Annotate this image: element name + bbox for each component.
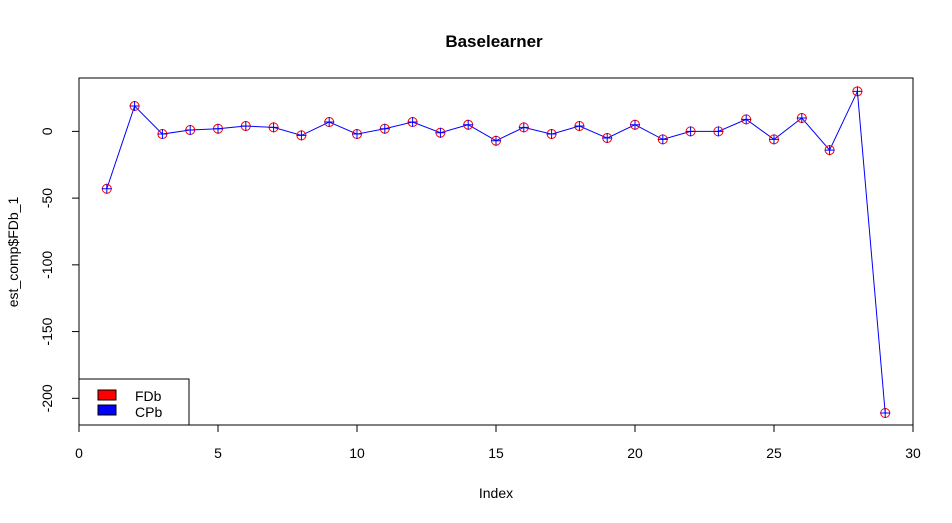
point-cpb xyxy=(268,122,279,133)
x-tick-label: 15 xyxy=(488,445,504,461)
y-axis-title: est_comp$FDb_1 xyxy=(5,197,21,308)
point-cpb xyxy=(296,130,307,141)
x-tick-label: 30 xyxy=(905,445,921,461)
point-cpb xyxy=(852,86,863,97)
point-cpb xyxy=(713,126,724,137)
series-markers xyxy=(101,86,891,418)
point-cpb xyxy=(240,121,251,132)
point-cpb xyxy=(435,127,446,138)
legend-swatch-cpb xyxy=(97,404,117,416)
plot-box xyxy=(78,77,914,426)
legend: FDb CPb xyxy=(78,378,190,426)
x-tick-label: 5 xyxy=(214,445,222,461)
point-cpb xyxy=(685,126,696,137)
point-cpb xyxy=(407,117,418,128)
legend-label-fdb: FDb xyxy=(135,388,162,404)
point-cpb xyxy=(213,123,223,134)
x-axis: 0 5 10 15 20 25 30 xyxy=(75,424,921,461)
point-cpb xyxy=(824,145,835,156)
y-tick-label: -100 xyxy=(39,251,55,279)
point-cpb xyxy=(769,134,779,145)
legend-swatch-fdb xyxy=(97,389,117,401)
point-cpb xyxy=(379,123,390,134)
point-cpb xyxy=(546,129,557,140)
x-tick-label: 25 xyxy=(766,445,782,461)
point-cpb xyxy=(352,129,362,140)
point-cpb xyxy=(741,114,752,125)
point-cpb xyxy=(630,119,640,130)
x-tick-label: 20 xyxy=(627,445,643,461)
point-cpb xyxy=(101,183,112,194)
point-cpb xyxy=(157,129,168,140)
point-cpb xyxy=(463,119,474,130)
point-cpb xyxy=(796,113,807,124)
point-cpb xyxy=(491,135,501,146)
x-tick-label: 0 xyxy=(75,445,83,461)
point-cpb xyxy=(129,101,140,112)
y-axis: 0 -50 -100 -150 -200 xyxy=(39,127,80,412)
x-axis-title: Index xyxy=(479,485,513,501)
point-cpb xyxy=(602,133,613,144)
legend-box xyxy=(78,378,190,426)
legend-label-cpb: CPb xyxy=(135,404,162,420)
point-cpb xyxy=(880,407,891,418)
y-tick-label: -150 xyxy=(39,317,55,345)
y-tick-label: 0 xyxy=(39,127,55,135)
point-cpb xyxy=(518,122,529,133)
point-cpb xyxy=(657,134,668,145)
y-tick-label: -200 xyxy=(39,384,55,412)
point-cpb xyxy=(574,121,585,132)
x-tick-label: 10 xyxy=(349,445,365,461)
point-cpb xyxy=(324,117,335,128)
point-cpb xyxy=(185,125,196,136)
chart-title: Baselearner xyxy=(445,32,543,51)
y-tick-label: -50 xyxy=(39,188,55,208)
